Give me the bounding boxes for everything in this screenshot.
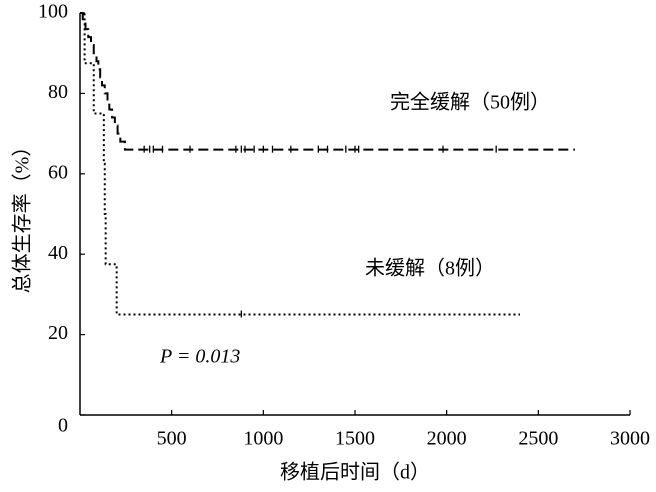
x-tick-label: 2500 <box>518 428 558 450</box>
series-label: 未缓解（8例） <box>365 257 495 280</box>
y-tick-label: 100 <box>38 1 68 23</box>
y-tick-label: 60 <box>48 161 68 183</box>
y-tick-label: 80 <box>48 81 68 103</box>
y-axis-label: 总体生存率（%） <box>11 137 34 294</box>
x-tick-label: 2000 <box>427 428 467 450</box>
x-axis-label: 移植后时间（d） <box>280 461 430 484</box>
y-tick-label: 0 <box>58 415 68 437</box>
survival-curve <box>80 12 520 316</box>
x-tick-label: 500 <box>157 428 187 450</box>
x-tick-label: 3000 <box>610 428 650 450</box>
annotation: P = 0.013 <box>159 346 240 368</box>
y-tick-label: 20 <box>48 322 68 344</box>
x-tick-label: 1000 <box>243 428 283 450</box>
y-tick-label: 40 <box>48 242 68 264</box>
x-tick-label: 1500 <box>335 428 375 450</box>
series-label: 完全缓解（50例） <box>390 91 550 114</box>
survival-curve <box>80 12 575 151</box>
